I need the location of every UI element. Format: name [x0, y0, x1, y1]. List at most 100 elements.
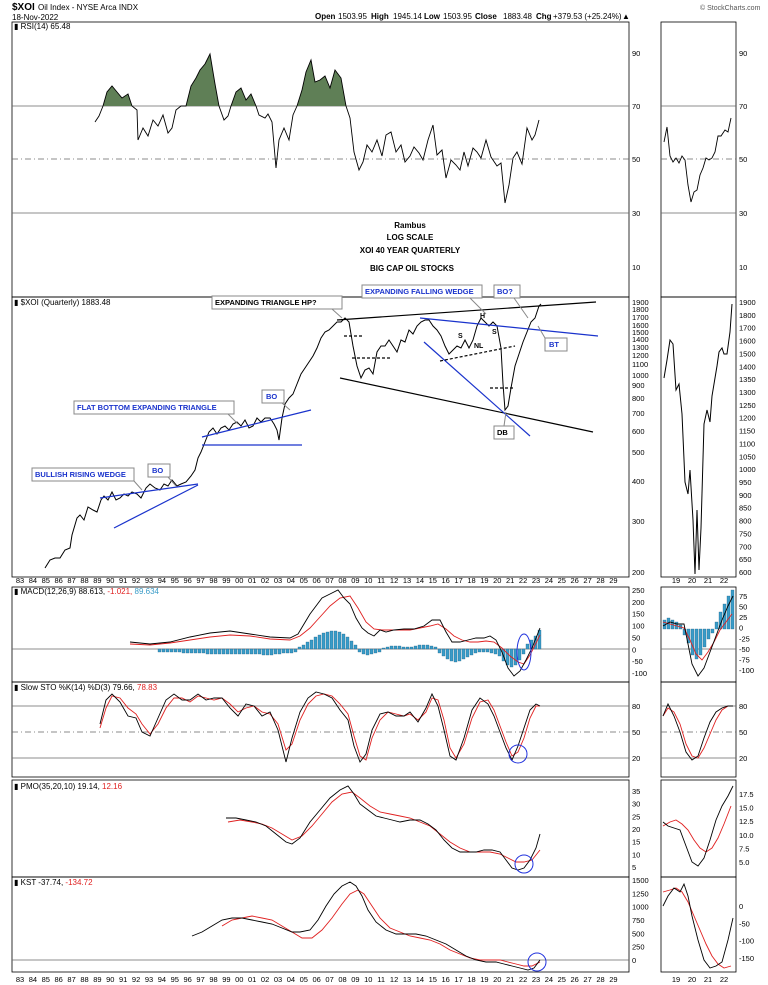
x-tick-label: 99: [222, 576, 230, 585]
x-tick-label: 28: [596, 975, 604, 984]
svg-text:S: S: [458, 333, 463, 340]
svg-text:1883.48: 1883.48: [503, 12, 532, 21]
x-tick-label: 13: [403, 576, 411, 585]
y-tick-label: 12.5: [739, 817, 754, 826]
x-tick-label: 20: [688, 576, 696, 585]
kst-zoom-series: [662, 882, 734, 969]
y-tick-label: -50: [739, 919, 750, 928]
rsi-overbought-fill-1: [103, 86, 132, 106]
rsi-overbought-fill-2: [186, 54, 219, 106]
y-tick-label: 250: [632, 943, 645, 952]
rsi-label-icon: ▮: [14, 22, 18, 31]
x-tick-label: 02: [261, 975, 269, 984]
svg-text:BO: BO: [266, 392, 277, 401]
rsi-overbought-fill-3: [231, 88, 256, 106]
x-tick-label: 26: [571, 975, 579, 984]
y-tick-label: 50: [739, 155, 747, 164]
panel-frames: [11, 21, 737, 973]
y-tick-label: 10: [632, 850, 640, 859]
y-tick-label: -100: [739, 937, 754, 946]
x-tick-label: 85: [42, 576, 50, 585]
svg-text:EXPANDING TRIANGLE HP?: EXPANDING TRIANGLE HP?: [215, 298, 317, 307]
y-tick-label: 1000: [632, 903, 649, 912]
y-tick-label: 80: [632, 702, 640, 711]
y-tick-label: 750: [739, 529, 752, 538]
svg-text:Open: Open: [315, 12, 336, 21]
x-tick-label: 20: [688, 975, 696, 984]
y-tick-label: 1300: [739, 388, 756, 397]
x-tick-label: 86: [55, 975, 63, 984]
x-tick-label: 27: [583, 975, 591, 984]
y-tick-label: 70: [632, 102, 640, 111]
x-tick-label: 90: [106, 975, 114, 984]
y-tick-label: 600: [632, 427, 645, 436]
y-tick-label: 950: [739, 478, 752, 487]
callout-expanding-triangle: EXPANDING TRIANGLE HP?: [211, 295, 343, 319]
x-tick-label: 83: [16, 576, 24, 585]
x-tick-label: 20: [493, 576, 501, 585]
y-tick-label: -25: [739, 634, 750, 643]
y-tick-label: 90: [739, 49, 747, 58]
y-tick-label: 1800: [739, 311, 756, 320]
x-tick-label: 13: [403, 975, 411, 984]
y-tick-label: 1700: [739, 324, 756, 333]
y-tick-label: 800: [632, 394, 645, 403]
pmo-signal-line: [227, 791, 541, 863]
x-tick-label: 98: [209, 975, 217, 984]
sto-k-line: [99, 691, 541, 763]
y-tick-label: 1900: [632, 298, 649, 307]
svg-text:▮ $XOI (Quarterly) 1883.48: ▮ $XOI (Quarterly) 1883.48: [14, 298, 111, 307]
x-tick-label: 23: [532, 975, 540, 984]
y-tick-label: 30: [739, 209, 747, 218]
sto-zoom-series: [662, 702, 733, 761]
svg-text:▮ RSI(14) 65.48: ▮ RSI(14) 65.48: [14, 22, 71, 31]
y-tick-label: 1250: [739, 401, 756, 410]
x-tick-label: 98: [209, 576, 217, 585]
x-tick-label: 87: [67, 576, 75, 585]
svg-text:▮ Slow STO %K(14) %D(3) 79.66,: ▮ Slow STO %K(14) %D(3) 79.66, 78.83: [14, 683, 158, 692]
stockcharts-logo: © StockCharts.com: [700, 4, 761, 12]
y-tick-label: 900: [739, 491, 752, 500]
y-tick-label: 0: [632, 956, 636, 965]
svg-text:DB: DB: [497, 428, 508, 437]
sto-highlight-circle: [508, 744, 528, 764]
svg-text:1503.95: 1503.95: [338, 12, 367, 21]
svg-text:BO?: BO?: [497, 287, 513, 296]
x-tick-label: 22: [720, 576, 728, 585]
x-tick-label: 92: [132, 975, 140, 984]
y-tick-label: 400: [632, 477, 645, 486]
y-tick-label: 1700: [632, 313, 649, 322]
y-tick-label: 10: [739, 263, 747, 272]
y-tick-label: -75: [739, 655, 750, 664]
x-tick-label: 12: [390, 576, 398, 585]
y-tick-label: 10: [632, 263, 640, 272]
pmo-label-icon: ▮: [14, 782, 18, 791]
price-line: [44, 303, 542, 569]
x-tick-label: 01: [248, 576, 256, 585]
y-tick-label: 1300: [632, 343, 649, 352]
y-tick-label: 10.0: [739, 831, 754, 840]
svg-text:Chg: Chg: [536, 12, 552, 21]
x-tick-label: 24: [545, 975, 553, 984]
callout-bo-1: BO: [147, 463, 177, 487]
x-tick-label: 94: [158, 975, 166, 984]
x-tick-label: 04: [287, 576, 295, 585]
x-tick-label: 25: [558, 975, 566, 984]
x-tick-label: 12: [390, 975, 398, 984]
x-tick-label: 85: [42, 975, 50, 984]
x-tick-label: 20: [493, 975, 501, 984]
y-tick-label: 750: [632, 916, 645, 925]
y-tick-label: 1800: [632, 305, 649, 314]
x-tick-label: 17: [454, 576, 462, 585]
y-tick-label: 0: [632, 645, 636, 654]
x-tick-label: 96: [184, 576, 192, 585]
y-tick-label: 900: [632, 381, 645, 390]
y-tick-label: 1100: [632, 360, 648, 369]
price-zoom-line: [663, 303, 733, 575]
y-tick-label: 700: [632, 409, 645, 418]
x-tick-label: 88: [80, 975, 88, 984]
y-tick-label: 25: [739, 613, 747, 622]
y-tick-label: 30: [632, 209, 640, 218]
x-tick-label: 19: [480, 975, 488, 984]
